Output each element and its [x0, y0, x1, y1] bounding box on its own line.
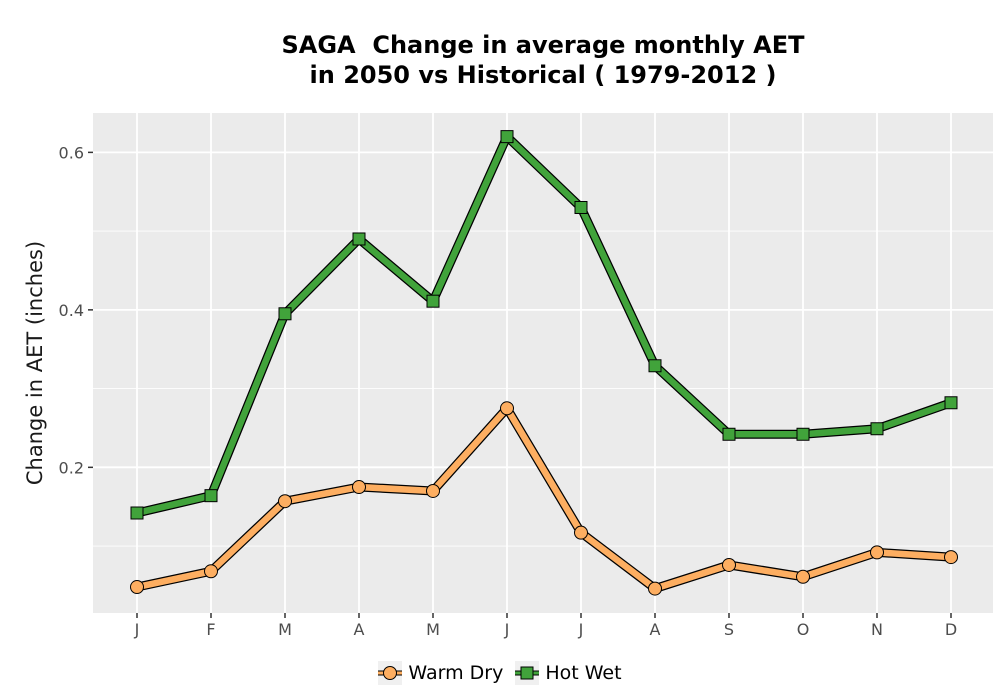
- data-point-hot-wet: [648, 359, 662, 373]
- plot-panel: [93, 113, 993, 613]
- x-tick-label: F: [206, 620, 215, 639]
- data-point-warm-dry: [426, 483, 440, 498]
- data-point-hot-wet: [944, 396, 958, 410]
- data-point-warm-dry: [352, 480, 366, 495]
- data-point-hot-wet: [278, 307, 292, 321]
- y-tick-label: 0.4: [59, 301, 84, 320]
- data-point-hot-wet: [352, 232, 366, 246]
- series-line-hot-wet: [133, 133, 955, 517]
- legend-key-warm-dry: [378, 661, 403, 685]
- series-layer: [130, 130, 958, 596]
- data-point-hot-wet: [722, 427, 736, 441]
- y-tick-label: 0.6: [59, 143, 84, 162]
- y-tick-label: 0.2: [59, 458, 84, 477]
- legend-item-hot-wet: Hot Wet: [515, 661, 622, 685]
- x-tick-label: A: [650, 620, 661, 639]
- x-tick-label: N: [871, 620, 883, 639]
- data-point-warm-dry: [278, 494, 292, 509]
- circle-marker-icon: [378, 666, 403, 680]
- data-point-hot-wet: [204, 489, 218, 503]
- data-point-warm-dry: [574, 525, 588, 540]
- chart-title: SAGA Change in average monthly AET in 20…: [93, 30, 993, 90]
- chart-title-line-1: SAGA Change in average monthly AET: [281, 31, 805, 59]
- data-point-warm-dry: [870, 545, 884, 560]
- data-point-warm-dry: [130, 580, 144, 595]
- data-point-warm-dry: [796, 569, 810, 584]
- chart-title-line-2: in 2050 vs Historical ( 1979-2012 ): [309, 61, 777, 89]
- series-line-warm-dry: [133, 405, 955, 592]
- x-tick-label: D: [945, 620, 957, 639]
- x-tick-label: J: [504, 620, 510, 639]
- data-point-warm-dry: [204, 564, 218, 579]
- legend: Warm Dry Hot Wet: [0, 658, 1000, 688]
- major-gridlines: [93, 113, 993, 613]
- data-point-hot-wet: [574, 200, 588, 214]
- data-point-warm-dry: [944, 550, 958, 565]
- x-tick-label: M: [278, 620, 292, 639]
- x-tick-label: M: [426, 620, 440, 639]
- data-point-warm-dry: [500, 401, 514, 416]
- data-point-hot-wet: [426, 294, 440, 308]
- x-tick-label: A: [354, 620, 365, 639]
- x-tick-label: S: [724, 620, 734, 639]
- legend-item-warm-dry: Warm Dry: [378, 661, 503, 685]
- x-tick-label: O: [797, 620, 810, 639]
- data-point-hot-wet: [500, 130, 514, 144]
- legend-label-hot-wet: Hot Wet: [545, 662, 622, 684]
- x-tick-label: J: [578, 620, 584, 639]
- legend-key-hot-wet: [515, 661, 540, 685]
- data-point-warm-dry: [722, 557, 736, 572]
- data-point-hot-wet: [796, 427, 810, 441]
- x-tick-label: J: [134, 620, 140, 639]
- data-point-hot-wet: [130, 506, 144, 520]
- legend-label-warm-dry: Warm Dry: [408, 662, 504, 684]
- data-point-warm-dry: [648, 581, 662, 596]
- axis-ticks: 0.2 0.4 0.6 J F M A M J J A S O N D: [59, 143, 958, 639]
- data-point-hot-wet: [870, 422, 884, 436]
- square-marker-icon: [515, 666, 540, 680]
